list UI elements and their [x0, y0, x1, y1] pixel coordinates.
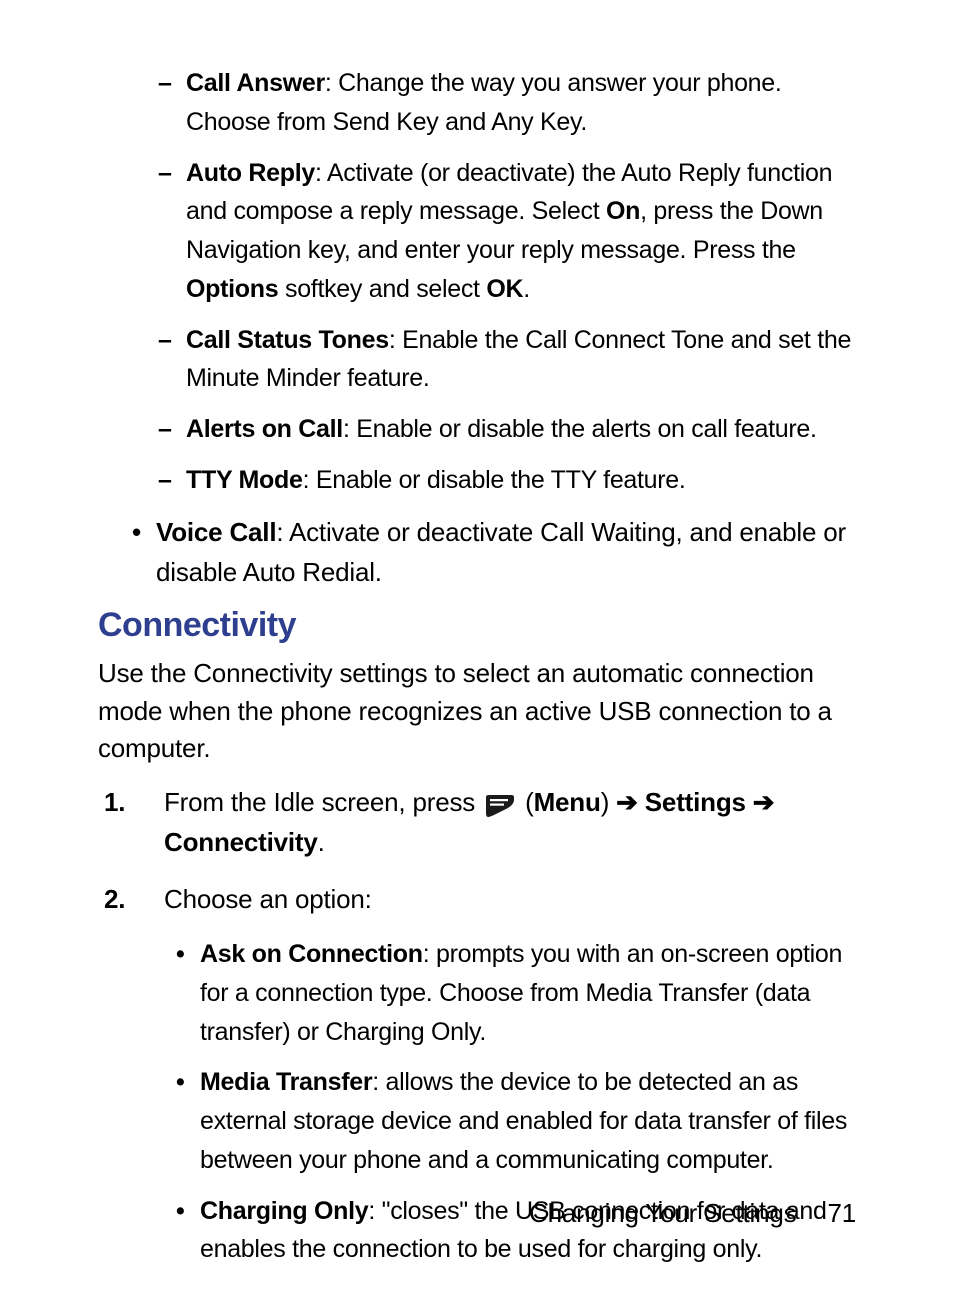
section-heading-connectivity: Connectivity [98, 606, 856, 645]
step-2: 2. Choose an option: [104, 879, 856, 919]
menu-label: Menu [534, 787, 601, 817]
step-text: Choose an option: [164, 884, 372, 914]
bullet-list: Voice Call: Activate or deactivate Call … [98, 512, 856, 593]
bullet-item-voice-call: Voice Call: Activate or deactivate Call … [156, 512, 856, 593]
bullet-label: Voice Call [156, 517, 276, 547]
options-label: Options [186, 275, 278, 303]
dash-label: Auto Reply [186, 159, 315, 187]
arrow-icon: ➔ [753, 787, 775, 817]
footer-section-title: Changing Your Settings [529, 1198, 796, 1228]
step-number: 1. [104, 782, 125, 822]
paren: ) [601, 787, 616, 817]
sub-bullet-label: Ask on Connection [200, 940, 423, 968]
dash-item-call-answer: Call Answer: Change the way you answer y… [186, 64, 856, 142]
page-number: 71 [827, 1198, 856, 1228]
on-label: On [606, 197, 640, 225]
dash-label: Call Answer [186, 69, 325, 97]
step-1: 1. From the Idle screen, press (Menu) ➔ … [104, 782, 856, 863]
dash-label: TTY Mode [186, 466, 303, 494]
sub-bullet-media-transfer: Media Transfer: allows the device to be … [200, 1063, 856, 1179]
dash-text: : Enable or disable the TTY feature. [303, 466, 686, 494]
sub-bullet-label: Media Transfer [200, 1068, 372, 1096]
dash-item-tty-mode: TTY Mode: Enable or disable the TTY feat… [186, 461, 856, 500]
dash-item-auto-reply: Auto Reply: Activate (or deactivate) the… [186, 154, 856, 309]
menu-key-icon [484, 790, 516, 814]
intro-paragraph: Use the Connectivity settings to select … [98, 655, 856, 768]
dash-text: . [523, 275, 530, 303]
dash-label: Call Status Tones [186, 326, 389, 354]
dash-label: Alerts on Call [186, 415, 343, 443]
sub-bullet-label: Charging Only [200, 1197, 368, 1225]
ordered-steps: 1. From the Idle screen, press (Menu) ➔ … [104, 782, 856, 919]
step-text: From the Idle screen, press [164, 787, 482, 817]
paren: ( [525, 787, 533, 817]
connectivity-label: Connectivity [164, 827, 318, 857]
page-footer: Changing Your Settings 71 [529, 1198, 856, 1229]
dash-text: : Enable or disable the alerts on call f… [343, 415, 817, 443]
sub-bullet-ask-on-connection: Ask on Connection: prompts you with an o… [200, 935, 856, 1051]
step-number: 2. [104, 879, 125, 919]
dash-item-call-status-tones: Call Status Tones: Enable the Call Conne… [186, 321, 856, 399]
settings-label: Settings [638, 787, 753, 817]
dash-item-alerts-on-call: Alerts on Call: Enable or disable the al… [186, 410, 856, 449]
ok-label: OK [486, 275, 523, 303]
period: . [318, 827, 325, 857]
arrow-icon: ➔ [616, 787, 638, 817]
dash-text: softkey and select [278, 275, 486, 303]
dash-list: Call Answer: Change the way you answer y… [98, 64, 856, 500]
